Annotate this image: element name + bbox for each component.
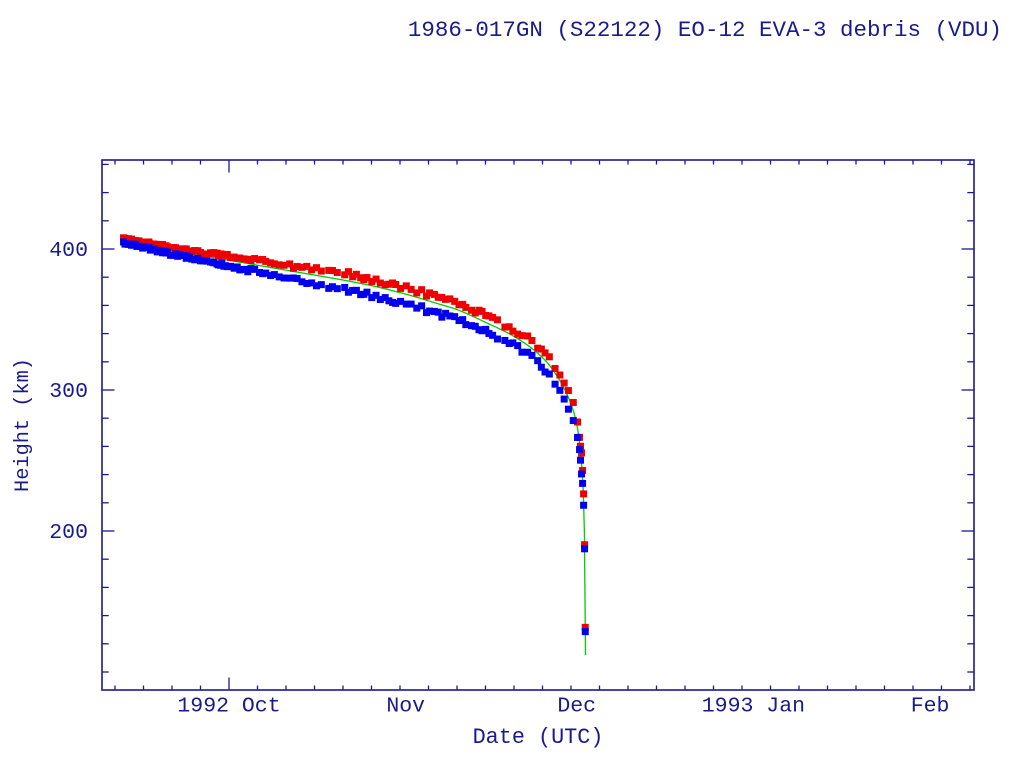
svg-text:200: 200 xyxy=(49,521,88,545)
svg-text:400: 400 xyxy=(49,239,88,263)
svg-text:1992 Oct: 1992 Oct xyxy=(177,695,280,719)
svg-text:300: 300 xyxy=(49,380,88,404)
svg-text:Date (UTC): Date (UTC) xyxy=(473,725,604,750)
svg-text:Feb: Feb xyxy=(911,695,950,719)
svg-text:1986-017GN (S22122) EO-12 EVA-: 1986-017GN (S22122) EO-12 EVA-3 debris (… xyxy=(408,17,1002,43)
svg-text:1993 Jan: 1993 Jan xyxy=(702,695,805,719)
svg-text:Height (km): Height (km) xyxy=(12,358,35,492)
svg-text:Dec: Dec xyxy=(557,695,596,719)
svg-text:Nov: Nov xyxy=(386,695,425,719)
